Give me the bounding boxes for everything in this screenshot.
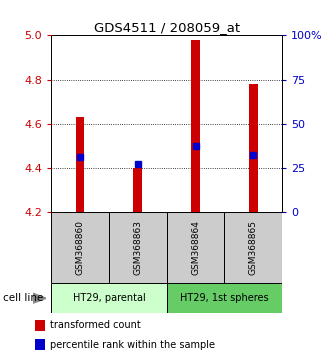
- Text: percentile rank within the sample: percentile rank within the sample: [50, 339, 214, 350]
- Text: GSM368860: GSM368860: [76, 220, 84, 275]
- Text: GSM368865: GSM368865: [249, 220, 258, 275]
- Bar: [133, 168, 142, 212]
- Bar: [76, 117, 84, 212]
- Bar: [191, 40, 200, 212]
- Bar: [109, 212, 167, 283]
- Text: GSM368864: GSM368864: [191, 220, 200, 275]
- Bar: [249, 84, 258, 212]
- Text: transformed count: transformed count: [50, 320, 140, 330]
- Text: GSM368863: GSM368863: [133, 220, 142, 275]
- Title: GDS4511 / 208059_at: GDS4511 / 208059_at: [94, 21, 240, 34]
- Bar: [35, 339, 45, 350]
- Text: cell line: cell line: [3, 293, 44, 303]
- Bar: [224, 212, 282, 283]
- Polygon shape: [33, 293, 46, 303]
- Text: HT29, parental: HT29, parental: [73, 293, 145, 303]
- Bar: [51, 212, 109, 283]
- Bar: [35, 320, 45, 331]
- Bar: [167, 212, 224, 283]
- Text: HT29, 1st spheres: HT29, 1st spheres: [180, 293, 269, 303]
- Bar: [167, 283, 282, 313]
- Bar: [51, 283, 167, 313]
